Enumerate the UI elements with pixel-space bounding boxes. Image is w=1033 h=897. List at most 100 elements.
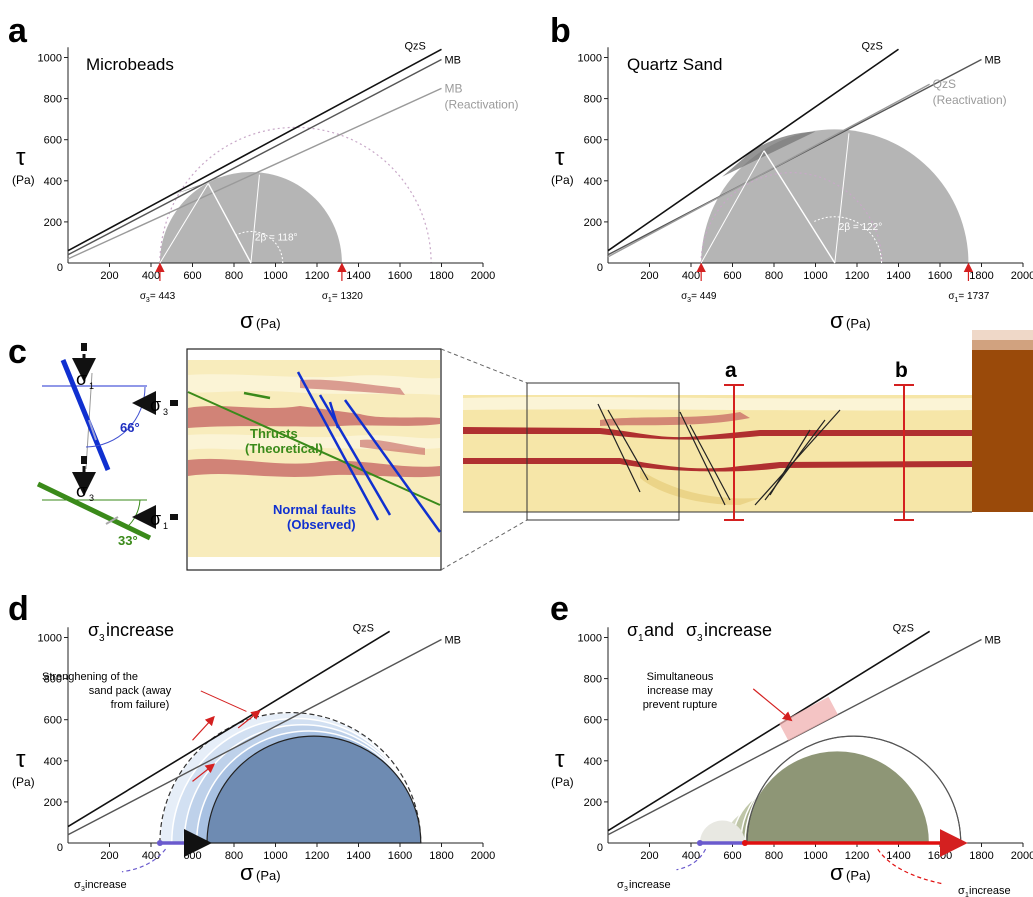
section-red-layer-2 xyxy=(463,458,972,472)
x-tick-label: 1600 xyxy=(388,850,412,862)
envelope-label: QzS xyxy=(353,622,374,634)
panel-a-xlabel-symbol: σ xyxy=(240,308,254,333)
sigma3-value: = 443 xyxy=(150,291,176,302)
x-tick-label: 400 xyxy=(682,270,700,282)
panel-e-ylabel-symbol: τ xyxy=(555,746,565,773)
panel-d-title-sigma: σ xyxy=(88,620,99,640)
panel-b-xlabel-unit: (Pa) xyxy=(846,316,871,331)
panel-e-title-sub1: 1 xyxy=(638,633,644,644)
angle-33-label: 33° xyxy=(118,533,138,548)
envelope-label: QzS xyxy=(862,40,883,52)
graben-fill xyxy=(640,470,760,505)
beta-radius-2 xyxy=(834,133,850,264)
thrusts-label: Thrusts xyxy=(250,426,298,441)
panel-a-ylabel-symbol: τ xyxy=(16,144,26,171)
panel-letter-c: c xyxy=(8,333,27,371)
sigma1-value-label: σ xyxy=(322,291,329,302)
panel-e-title-sigma3: σ xyxy=(686,620,697,640)
panel-e-axes: 200 400 600 800 1000 1200 1400 1600 1800 20002004… xyxy=(578,622,1033,885)
y-tick-label: 200 xyxy=(44,217,62,229)
mohr-circle xyxy=(159,172,342,263)
panel-d-axes: 200 400 600 800 1000 1200 1400 1600 1800 2000 200 4… xyxy=(38,622,495,873)
section-label-b: b xyxy=(895,359,908,382)
strengthening-arrow xyxy=(192,715,215,741)
section-red-layer-1 xyxy=(463,427,972,440)
panel-a-xlabel-unit: (Pa) xyxy=(256,316,281,331)
origin-label: 0 xyxy=(597,262,603,274)
x-tick-label: 200 xyxy=(640,850,658,862)
panel-d-xlabel-unit: (Pa) xyxy=(256,868,281,883)
x-tick-label: 1800 xyxy=(969,270,993,282)
panel-e-xlabel-symbol: σ xyxy=(830,860,844,885)
thrusts-sublabel: (Theoretical) xyxy=(245,441,323,456)
panel-d-arrow-label-rest: increase xyxy=(85,879,127,891)
angle-arc-33 xyxy=(125,499,141,529)
sigma3-value-sub: 3 xyxy=(687,297,691,304)
sigma3-value: = 449 xyxy=(691,291,717,302)
section-fault-3 xyxy=(679,411,726,506)
mohr-circle xyxy=(206,735,422,844)
section-fault-7 xyxy=(769,429,811,496)
panel-e-note-line1: Simultaneous xyxy=(647,671,714,683)
panel-e-xlabel-unit: (Pa) xyxy=(846,868,871,883)
panel-d-ylabel-unit: (Pa) xyxy=(12,775,35,789)
sigma3-callout xyxy=(676,848,707,871)
panel-e-s1-label-rest: increase xyxy=(969,885,1011,897)
x-tick-label: 800 xyxy=(765,850,783,862)
panel-letter-b: b xyxy=(550,12,571,50)
thrust-arrow xyxy=(243,391,271,400)
sigma1-label: σ xyxy=(76,369,87,389)
envelope-label: MB xyxy=(445,81,463,95)
beta-arc xyxy=(235,231,284,264)
mohr-circle-dashed xyxy=(159,712,422,844)
panel-b-axes: 200 400 600 800 1000 1200 1400 1600 1800 20002004… xyxy=(578,40,1033,304)
mohr-circle xyxy=(701,129,969,263)
full-cross-section: a b xyxy=(463,330,1033,521)
x-tick-label: 1400 xyxy=(886,270,910,282)
y-tick-label: 800 xyxy=(44,674,62,686)
panel-b-ylabel-unit: (Pa) xyxy=(551,173,574,187)
zoom-connector-top xyxy=(440,348,528,384)
zoom-window xyxy=(526,382,680,521)
origin-label: 0 xyxy=(597,842,603,854)
panel-d-note-line1: Strenghening of the xyxy=(42,671,138,683)
panel-c-sketch: c σ 1 σ 3 66° σ 3 xyxy=(8,330,1033,571)
panel-d-chart: d σ 3 increase 200 400 600 800 1000 1200 1400 1… xyxy=(8,590,495,893)
panel-e-chart: e σ 1 and σ 3 increase 200 400 600 800 1000 1… xyxy=(550,590,1033,897)
x-tick-label: 600 xyxy=(723,850,741,862)
y-tick-label: 600 xyxy=(44,135,62,147)
y-tick-label: 200 xyxy=(584,797,602,809)
x-tick-label: 1600 xyxy=(388,270,412,282)
normal-fault-slip-arrow xyxy=(328,401,340,429)
failure-cap xyxy=(722,131,816,177)
envelope-line xyxy=(67,638,442,836)
section-label-a: a xyxy=(725,359,737,382)
x-tick-label: 2000 xyxy=(1011,270,1033,282)
x-tick-label: 600 xyxy=(723,270,741,282)
x-tick-label: 1800 xyxy=(969,850,993,862)
normal-faults-sublabel: (Observed) xyxy=(287,517,356,532)
panel-e-s3-label-rest: increase xyxy=(629,879,671,891)
section-red-fragment xyxy=(600,412,750,426)
backstop xyxy=(972,340,1033,512)
beta-label: 2β = 122° xyxy=(839,222,882,233)
note-leader xyxy=(200,690,247,712)
rupture-highlight xyxy=(779,696,838,741)
x-tick-label: 800 xyxy=(225,850,243,862)
panel-a-axes: 200 400 600 800 1000 1200 1400 1600 1800 20002004… xyxy=(38,40,519,304)
x-tick-label: 400 xyxy=(142,270,160,282)
y-tick-label: 1000 xyxy=(578,633,602,645)
theoretical-thrust-line xyxy=(187,391,441,506)
sigma3-value-label: σ xyxy=(140,291,147,302)
sigma1-value-sub: 1 xyxy=(328,297,332,304)
beta-arc xyxy=(812,216,883,264)
y-tick-label: 800 xyxy=(584,674,602,686)
sigma3-callout xyxy=(121,848,166,873)
beta-radius xyxy=(207,183,252,264)
sigma1-value-sub: 1 xyxy=(954,297,958,304)
panel-e-title-sigma1: σ xyxy=(627,620,638,640)
sigma3-start-dot xyxy=(156,840,163,846)
y-tick-label: 600 xyxy=(44,715,62,727)
envelope-label: MB xyxy=(445,55,462,67)
section-fault-1 xyxy=(597,403,641,493)
